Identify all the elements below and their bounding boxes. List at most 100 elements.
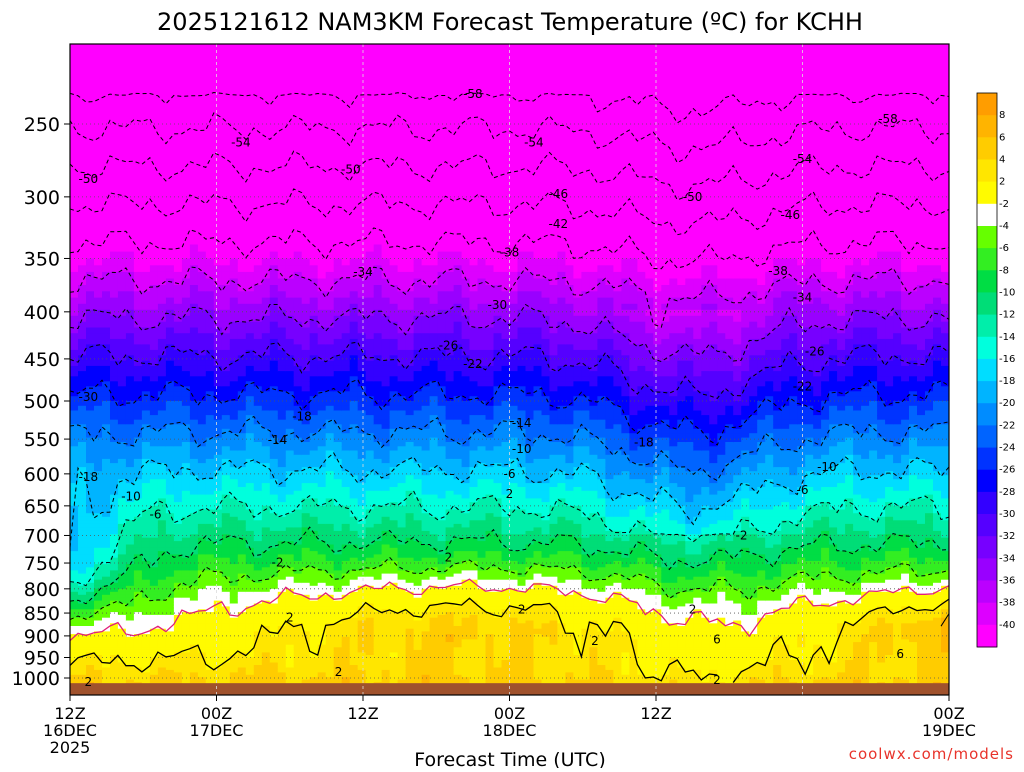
fill-cell: [86, 396, 95, 402]
fill-cell: [269, 415, 279, 421]
fill-cell: [253, 603, 263, 607]
fill-cell: [317, 551, 327, 555]
fill-cell: [86, 530, 95, 535]
fill-cell: [125, 547, 135, 552]
fill-cell: [110, 428, 119, 434]
fill-cell: [317, 591, 327, 596]
fill-cell: [245, 148, 255, 159]
fill-cell: [221, 454, 231, 460]
fill-cell: [117, 419, 127, 425]
fill-cell: [165, 652, 175, 656]
fill-cell: [110, 321, 119, 329]
fill-cell: [221, 564, 231, 568]
fill-cell: [78, 505, 87, 511]
fill-cell: [117, 265, 127, 273]
fill-cell: [261, 567, 271, 572]
fill-cell: [165, 513, 175, 518]
fill-cell: [205, 628, 215, 632]
fill-cell: [165, 567, 175, 572]
fill-cell: [349, 541, 359, 546]
fill-cell: [285, 148, 295, 159]
fill-cell: [197, 148, 207, 159]
fill-cell: [261, 405, 271, 412]
fill-cell: [213, 415, 223, 421]
fill-cell: [261, 215, 271, 224]
fill-cell: [165, 479, 175, 484]
fill-cell: [213, 490, 223, 496]
fill-cell: [149, 175, 159, 184]
fill-cell: [149, 199, 159, 208]
fill-cell: [301, 265, 311, 273]
fill-cell: [221, 315, 231, 323]
fill-cell: [125, 674, 135, 678]
fill-cell: [269, 442, 279, 447]
fill-cell: [245, 157, 255, 167]
fill-cell: [102, 130, 111, 141]
fill-cell: [110, 487, 119, 492]
fill-cell: [237, 58, 247, 70]
fill-cell: [341, 672, 351, 676]
fill-cell: [245, 291, 255, 299]
fill-cell: [149, 603, 159, 607]
fill-cell: [277, 505, 287, 511]
fill-cell: [181, 258, 191, 266]
fill-cell: [253, 458, 263, 464]
fill-cell: [237, 628, 247, 632]
fill-cell: [213, 46, 223, 59]
fill-cell: [86, 454, 95, 460]
fill-cell: [86, 391, 95, 397]
fill-cell: [221, 244, 231, 253]
fill-cell: [309, 410, 319, 416]
fill-cell: [349, 642, 359, 646]
fill-cell: [70, 600, 79, 605]
fill-cell: [261, 344, 271, 351]
fill-cell: [229, 576, 239, 581]
fill-cell: [349, 207, 359, 216]
fill-cell: [333, 614, 343, 619]
fill-cell: [125, 557, 135, 562]
fill-cell: [269, 509, 279, 514]
fill-cell: [277, 355, 287, 362]
fill-cell: [78, 315, 87, 323]
fill-cell: [78, 44, 87, 48]
fill-cell: [133, 603, 143, 607]
fill-cell: [117, 612, 127, 616]
fill-cell: [78, 360, 87, 367]
fill-cell: [189, 376, 199, 382]
fill-cell: [253, 620, 263, 624]
fill-cell: [173, 642, 183, 646]
fill-cell: [309, 424, 319, 430]
fill-cell: [205, 46, 215, 59]
fill-cell: [125, 333, 135, 340]
fill-cell: [205, 603, 215, 607]
fill-cell: [253, 58, 263, 70]
fill-cell: [293, 530, 303, 535]
fill-cell: [349, 58, 359, 70]
fill-cell: [245, 588, 255, 593]
fill-cell: [253, 626, 263, 630]
fill-cell: [333, 594, 343, 599]
fill-cell: [309, 44, 319, 48]
fill-cell: [341, 139, 351, 150]
fill-cell: [189, 271, 199, 280]
fill-cell: [173, 415, 183, 421]
fill-cell: [325, 139, 335, 150]
fill-cell: [86, 585, 95, 590]
fill-cell: [309, 360, 319, 367]
fill-cell: [221, 207, 231, 216]
fill-cell: [213, 458, 223, 464]
fill-cell: [205, 660, 215, 664]
fill-cell: [197, 509, 207, 514]
fill-cell: [285, 597, 295, 602]
fill-cell: [86, 157, 95, 167]
fill-cell: [102, 642, 111, 646]
fill-cell: [341, 679, 351, 683]
fill-cell: [325, 437, 335, 443]
fill-cell: [341, 428, 351, 434]
fill-cell: [149, 244, 159, 253]
fill-cell: [277, 303, 287, 311]
fill-cell: [165, 475, 175, 480]
fill-cell: [333, 80, 343, 92]
fill-cell: [333, 157, 343, 167]
fill-cell: [78, 576, 87, 581]
